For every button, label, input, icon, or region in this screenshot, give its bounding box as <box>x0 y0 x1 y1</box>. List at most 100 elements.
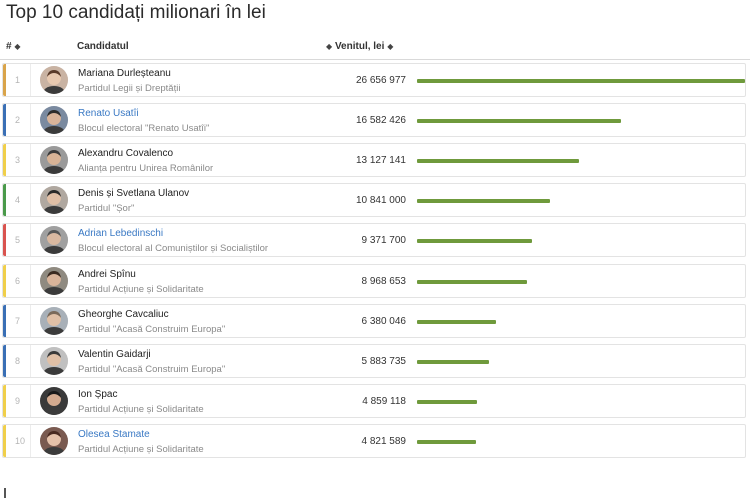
candidate-name: Andrei Spînu <box>78 268 136 280</box>
rank-divider <box>30 144 31 177</box>
rank-number: 6 <box>15 275 21 286</box>
income-bar <box>417 399 477 404</box>
avatar <box>40 106 68 135</box>
table-row[interactable]: 5 Adrian Lebedinschi Blocul electoral al C… <box>2 223 746 258</box>
party-color-stripe <box>3 224 6 257</box>
avatar <box>40 346 68 375</box>
candidate-name: Alexandru Covalenco <box>78 148 174 160</box>
rank-divider <box>30 304 31 337</box>
avatar <box>40 426 68 455</box>
party-name: Partidul Acțiune și Solidaritate <box>78 403 204 415</box>
candidate-name[interactable]: Olesea Stamate <box>78 428 150 440</box>
page-title: Top 10 candidați milionari în lei <box>6 2 266 23</box>
income-bar <box>417 279 527 284</box>
income-bar <box>417 159 579 164</box>
table-row[interactable]: 9 Ion Șpac Partidul Acțiune și Solidaritat… <box>2 383 746 418</box>
party-name: Blocul electoral "Renato Usatîi" <box>78 123 210 135</box>
table-row[interactable]: 8 Valentin Gaidarji Partidul "Acasă Constr… <box>2 343 746 378</box>
table-header: # ◆ Candidatul ◆ Venitul, lei ◆ <box>0 36 750 58</box>
candidate-name: Denis și Svetlana Ulanov <box>78 188 190 200</box>
candidate-name: Mariana Durleșteanu <box>78 68 171 79</box>
income-column-header[interactable]: ◆ Venitul, lei ◆ <box>326 41 393 52</box>
candidate-name: Gheorghe Cavcaliuc <box>78 308 169 320</box>
rank-divider <box>30 384 31 417</box>
party-name: Partidul "Acasă Construim Europa" <box>78 323 226 335</box>
party-name: Alianța pentru Unirea Românilor <box>78 163 214 175</box>
rank-number: 10 <box>15 435 26 446</box>
candidate-column-header[interactable]: Candidatul <box>77 41 129 52</box>
avatar <box>40 266 68 295</box>
candidate-name[interactable]: Renato Usatîi <box>78 108 139 120</box>
rank-number: 8 <box>15 355 21 366</box>
party-name: Partidul Acțiune și Solidaritate <box>78 283 204 295</box>
rank-divider <box>30 64 31 96</box>
party-name: Partidul "Acasă Construim Europa" <box>78 363 226 375</box>
rank-number: 9 <box>15 395 21 406</box>
income-column-label: Venitul, lei <box>334 41 385 52</box>
header-divider <box>0 59 750 60</box>
income-value: 8 968 653 <box>361 275 407 287</box>
party-color-stripe <box>3 184 6 217</box>
income-value: 9 371 700 <box>361 235 407 247</box>
rank-column-label: # <box>6 41 12 52</box>
income-value: 10 841 000 <box>355 195 406 207</box>
rank-number: 7 <box>15 315 21 326</box>
sort-icon: ◆ <box>387 42 394 51</box>
income-value: 4 821 589 <box>361 435 407 447</box>
table-row[interactable]: 1 Mariana Durleșteanu Partidul Legii și Dr… <box>2 63 746 97</box>
table-row[interactable]: 6 Andrei Spînu Partidul Acțiune și Solidar… <box>2 263 746 298</box>
rank-number: 4 <box>15 195 21 206</box>
candidate-name[interactable]: Adrian Lebedinschi <box>78 228 164 240</box>
party-name: Partidul Acțiune și Solidaritate <box>78 443 204 455</box>
rank-number: 3 <box>15 155 21 166</box>
rank-divider <box>30 424 31 457</box>
avatar <box>40 386 68 415</box>
party-color-stripe <box>3 384 6 417</box>
income-bar <box>417 359 489 364</box>
divider <box>4 488 6 498</box>
avatar <box>40 146 68 175</box>
rank-number: 2 <box>15 115 21 126</box>
table-row[interactable]: 2 Renato Usatîi Blocul electoral "Renato U… <box>2 103 746 138</box>
avatar <box>40 186 68 215</box>
table-row[interactable]: 4 Denis și Svetlana Ulanov Partidul "Șor" 1… <box>2 183 746 218</box>
party-color-stripe <box>3 64 6 96</box>
party-color-stripe <box>3 344 6 377</box>
party-color-stripe <box>3 144 6 177</box>
income-value: 5 883 735 <box>361 355 407 367</box>
avatar <box>40 226 68 255</box>
rank-divider <box>30 264 31 297</box>
party-color-stripe <box>3 304 6 337</box>
income-value: 6 380 046 <box>361 315 407 327</box>
party-name: Partidul "Șor" <box>78 203 135 215</box>
party-name: Partidul Legii și Dreptății <box>78 83 181 94</box>
income-value: 16 582 426 <box>355 115 406 127</box>
table-row[interactable]: 7 Gheorghe Cavcaliuc Partidul "Acasă Const… <box>2 303 746 338</box>
income-bar <box>417 439 476 444</box>
rank-number: 5 <box>15 235 21 246</box>
sort-icon: ◆ <box>326 42 333 51</box>
rank-column-header[interactable]: # ◆ <box>6 41 21 52</box>
table-row[interactable]: 10 Olesea Stamate Partidul Acțiune și Soli… <box>2 423 746 458</box>
rank-divider <box>30 184 31 217</box>
income-value: 13 127 141 <box>355 155 406 167</box>
table-row[interactable]: 3 Alexandru Covalenco Alianța pentru Unire… <box>2 143 746 178</box>
candidate-name: Ion Șpac <box>78 388 118 400</box>
party-name: Blocul electoral al Comuniștilor și Soci… <box>78 243 269 255</box>
income-bar <box>417 119 621 124</box>
party-color-stripe <box>3 104 6 137</box>
income-bar <box>417 239 532 244</box>
avatar <box>40 66 68 94</box>
income-bar <box>417 319 496 324</box>
rank-number: 1 <box>15 75 21 85</box>
rank-divider <box>30 224 31 257</box>
income-bar <box>417 79 745 83</box>
income-bar <box>417 199 550 204</box>
avatar <box>40 306 68 335</box>
party-color-stripe <box>3 264 6 297</box>
rank-divider <box>30 344 31 377</box>
party-color-stripe <box>3 424 6 457</box>
sort-icon: ◆ <box>14 42 21 51</box>
income-value: 26 656 977 <box>355 75 406 86</box>
